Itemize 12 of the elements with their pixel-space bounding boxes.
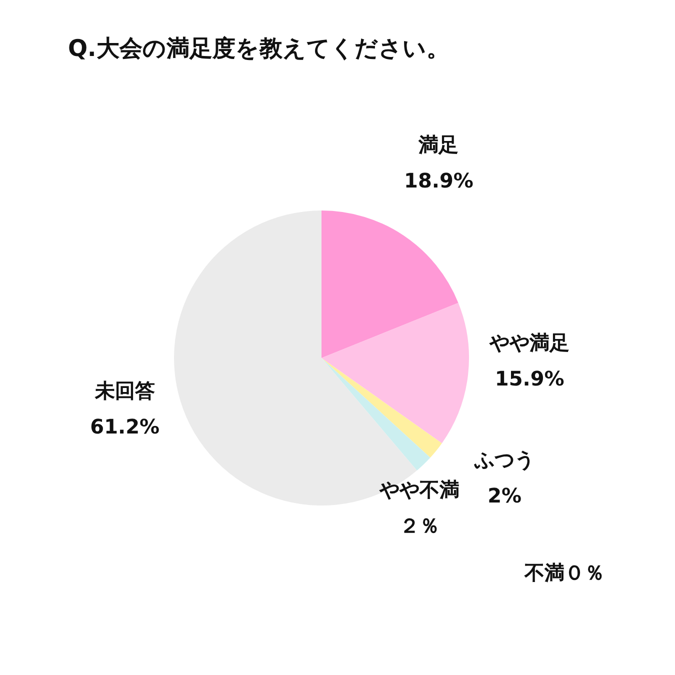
slice-label: やや不満: [378, 478, 460, 502]
data-label: 61.2%: [90, 414, 160, 438]
slice-label: ふつう: [474, 448, 535, 472]
data-label: 15.9%: [494, 366, 564, 390]
slice-label: 未回答: [94, 378, 155, 402]
slice-label: やや満足: [488, 330, 570, 354]
data-label: 2%: [488, 484, 522, 508]
category-label: 不満０％: [524, 560, 605, 585]
data-label: ２％: [400, 514, 440, 538]
slice-label: 満足: [418, 132, 459, 157]
chart-title: Q.大会の満足度を教えてください。: [68, 34, 450, 62]
data-label: 18.9%: [404, 168, 474, 193]
